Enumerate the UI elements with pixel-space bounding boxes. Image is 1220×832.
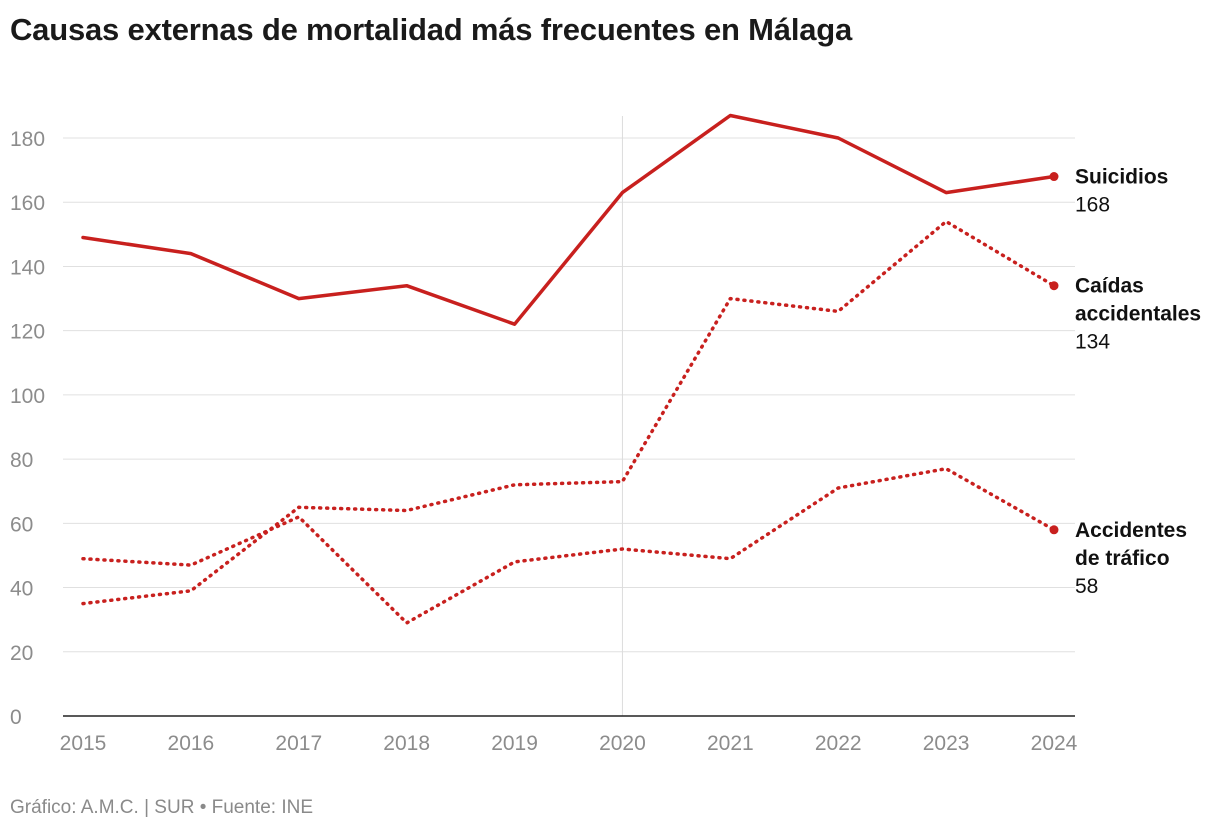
series-label-value: 58	[1075, 575, 1098, 598]
y-axis-ticks: 0 20 40 60 80 100 120 140 160 180	[10, 128, 45, 729]
y-tick-label: 180	[10, 128, 45, 151]
series-label-name: accidentales	[1075, 303, 1201, 326]
x-tick-label: 2020	[599, 732, 646, 755]
source-credit: Gráfico: A.M.C. | SUR • Fuente: INE	[10, 797, 314, 818]
series-line-1	[81, 219, 1056, 606]
y-tick-label: 0	[10, 706, 22, 729]
x-tick-label: 2015	[60, 732, 107, 755]
series-label-name: Caídas	[1075, 275, 1144, 298]
y-tick-label: 160	[10, 192, 45, 215]
y-tick-label: 120	[10, 321, 45, 344]
series-end-dot	[1049, 172, 1059, 182]
chart-title: Causas externas de mortalidad más frecue…	[10, 12, 853, 47]
series-label-name: Suicidios	[1075, 166, 1168, 189]
y-tick-label: 40	[10, 578, 33, 601]
x-tick-label: 2019	[491, 732, 538, 755]
series-label-name: Accidentes	[1075, 519, 1187, 542]
x-axis-ticks: 2015 2016 2017 2018 2019 2020 2021 2022 2023 2024	[60, 732, 1078, 755]
y-tick-label: 140	[10, 256, 45, 279]
x-tick-label: 2016	[168, 732, 215, 755]
x-tick-label: 2021	[707, 732, 754, 755]
x-tick-label: 2017	[275, 732, 322, 755]
y-tick-label: 60	[10, 513, 33, 536]
series-line-2	[81, 466, 1056, 625]
x-tick-label: 2024	[1031, 732, 1078, 755]
x-tick-label: 2022	[815, 732, 862, 755]
series-lines	[81, 113, 1059, 625]
grid-lines	[63, 116, 1075, 717]
x-tick-label: 2023	[923, 732, 970, 755]
y-tick-label: 100	[10, 385, 45, 408]
series-end-dot	[1049, 281, 1059, 291]
series-line-0	[81, 113, 1056, 326]
series-label-value: 168	[1075, 194, 1110, 217]
y-tick-label: 80	[10, 449, 33, 472]
series-end-dot	[1049, 525, 1059, 535]
series-labels: Suicidios 168 Caídas accidentales 134 Acciden…	[1075, 166, 1201, 598]
series-label-value: 134	[1075, 331, 1110, 354]
y-tick-label: 20	[10, 642, 33, 665]
series-label-name: de tráfico	[1075, 547, 1170, 570]
x-tick-label: 2018	[383, 732, 430, 755]
